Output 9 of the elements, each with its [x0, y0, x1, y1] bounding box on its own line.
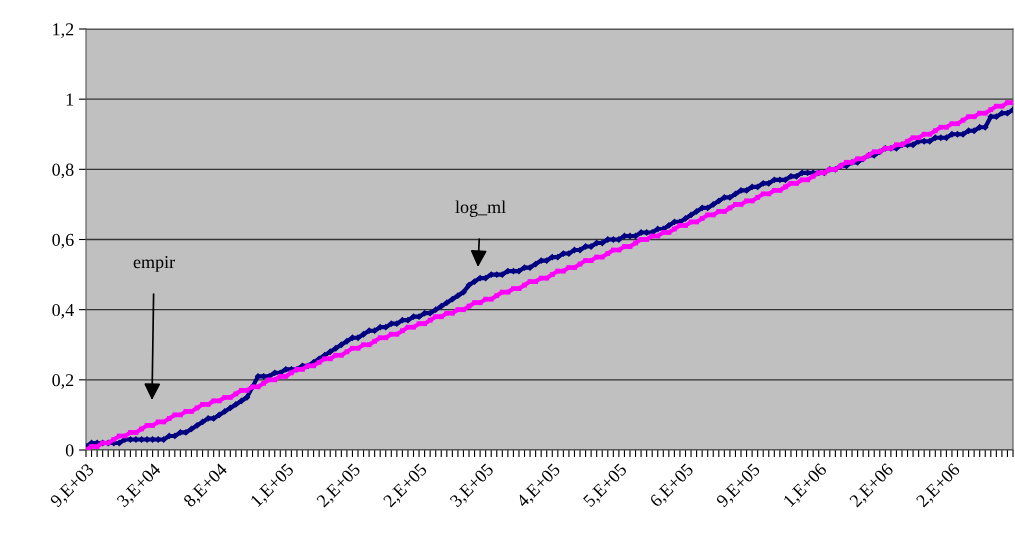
annotation: log_ml: [455, 200, 506, 217]
y-tick-label: 0,2: [52, 374, 74, 389]
y-tick-label: 1: [66, 93, 74, 106]
y-tick-label: 0,4: [52, 303, 74, 319]
y-tick-label: 0,8: [52, 163, 74, 179]
y-tick-label: 1,2: [53, 23, 74, 39]
annotation: empir: [133, 256, 175, 272]
y-tick-label: 0,6: [52, 233, 74, 249]
y-tick-label: 0: [65, 444, 74, 457]
